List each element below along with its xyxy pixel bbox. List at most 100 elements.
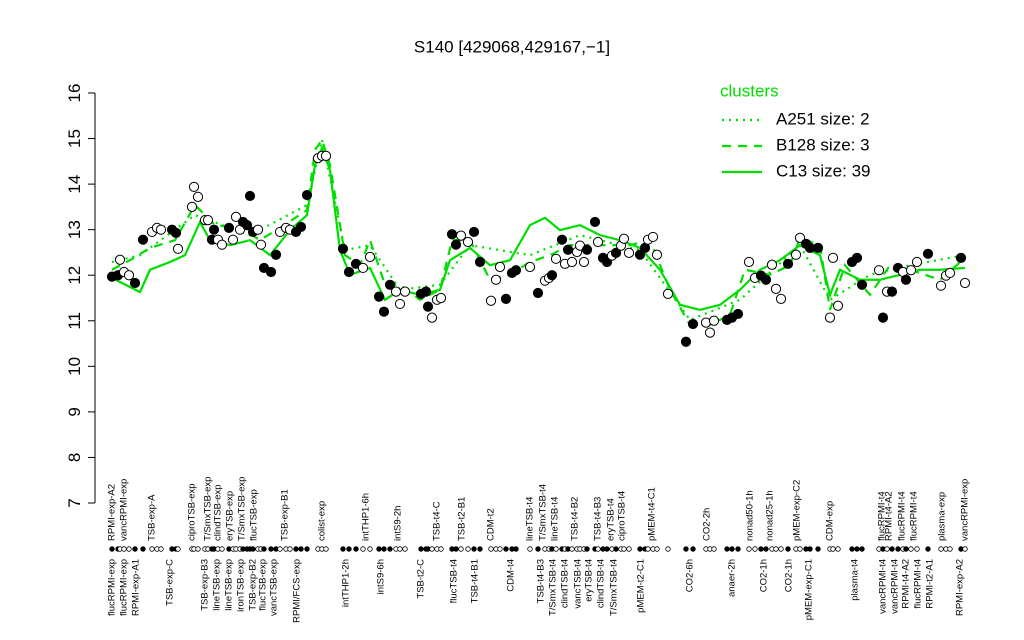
legend-label: B128 size: 3 — [776, 135, 870, 154]
top-label: flucRPMI-t4 — [897, 491, 908, 541]
rug-mark — [298, 546, 304, 552]
point — [114, 254, 126, 265]
point — [905, 265, 917, 276]
top-label: pMEM-exp-C2 — [792, 480, 803, 541]
rug-mark — [527, 546, 533, 552]
point — [704, 327, 716, 338]
point — [390, 286, 402, 297]
top-label: ciproTSB-t4 — [617, 491, 628, 541]
rug-mark — [914, 546, 920, 552]
rug-mark — [477, 546, 483, 552]
point — [578, 256, 590, 268]
point — [155, 224, 167, 235]
point — [900, 274, 912, 285]
top-label: TSB-exp-A — [147, 494, 158, 541]
point — [592, 236, 604, 248]
bottom-label: vancRPMI-t4 — [878, 559, 889, 614]
rug-mark — [938, 546, 944, 552]
y-tick-label: 15 — [65, 129, 84, 148]
top-label: T/SmxTSB-t4 — [538, 484, 549, 541]
point — [959, 277, 971, 289]
point — [384, 279, 396, 290]
point — [610, 247, 622, 258]
rug-mark — [621, 546, 627, 552]
top-label: CDM-t2 — [486, 508, 497, 541]
point — [426, 312, 438, 323]
point — [474, 256, 486, 268]
point — [244, 190, 256, 202]
bottom-label: vancRPMI-t4 — [890, 559, 901, 614]
rug-mark — [665, 546, 671, 552]
point — [129, 277, 141, 289]
bottom-label: CO2-1h — [784, 559, 795, 592]
bottom-label: flucRPMI-exp — [107, 559, 118, 616]
point — [446, 229, 458, 240]
top-label: flucRPMI-t4 — [909, 491, 920, 541]
top-label: RPMI-t4-A2 — [884, 491, 895, 541]
y-tick-label: 16 — [65, 84, 84, 103]
y-tick-label: 7 — [65, 498, 84, 507]
rug-mark — [895, 546, 901, 552]
point — [172, 243, 184, 254]
rug-mark — [884, 546, 890, 552]
point — [364, 251, 376, 263]
rug-mark — [569, 546, 575, 552]
rug-mark — [903, 546, 909, 552]
rug-mark — [947, 546, 953, 552]
rug-mark — [438, 546, 444, 552]
point — [422, 301, 434, 312]
rug-mark — [250, 546, 256, 552]
top-label: flucRPMI-t4 — [877, 491, 888, 541]
rug-mark — [849, 546, 855, 552]
bottom-label: TSB-exp-B3 — [200, 559, 211, 611]
top-label: CO2-2h — [702, 508, 713, 541]
legend-label: C13 size: 39 — [776, 161, 871, 180]
top-label: lineTSB-t4 — [525, 497, 536, 541]
top-label: nonad50-1h — [745, 490, 756, 541]
point — [524, 261, 536, 273]
rug-mark — [595, 546, 601, 552]
bottom-label: TSB-t2-C — [416, 559, 427, 599]
rug-mark — [604, 546, 610, 552]
point — [873, 265, 885, 276]
top-label: pMEM-t4-C1 — [647, 487, 658, 541]
rug-mark — [418, 546, 424, 552]
rug-mark — [797, 546, 803, 552]
rug-mark — [293, 546, 299, 552]
rug-mark — [497, 546, 503, 552]
top-label: intS9-2h — [393, 506, 404, 541]
point — [546, 270, 558, 281]
point — [494, 261, 506, 273]
point — [255, 239, 267, 250]
top-label: vancRPMI-exp — [119, 479, 130, 541]
point — [790, 249, 802, 260]
top-label: TSB-t4-C — [432, 501, 443, 541]
bottom-label: vancTSB-exp — [269, 559, 280, 616]
bottom-label: flucRPMI-t4 — [913, 559, 924, 609]
point — [510, 265, 522, 276]
top-label: T/SmxTSB-exp — [203, 477, 214, 541]
bottom-label: TSB-exp-B2 — [248, 559, 259, 611]
y-tick-label: 12 — [65, 266, 84, 285]
point — [566, 256, 578, 268]
bottom-label: lineTSB-exp — [224, 559, 235, 611]
chart-title: S140 [429068,429167,−1] — [414, 37, 610, 56]
point — [455, 230, 467, 241]
rug-mark — [835, 546, 841, 552]
point — [760, 274, 772, 285]
rug-mark — [219, 546, 225, 552]
point — [357, 262, 369, 274]
point — [935, 280, 947, 291]
rug-mark — [735, 546, 741, 552]
bottom-label: intS9-6h — [376, 559, 387, 594]
point — [373, 291, 385, 302]
point — [241, 220, 253, 231]
rug-mark — [287, 546, 293, 552]
bottom-label: TSB-t4-B1 — [470, 559, 481, 603]
point — [343, 266, 355, 278]
rug-mark — [458, 546, 464, 552]
point — [202, 215, 214, 226]
point — [137, 234, 149, 245]
point — [687, 318, 699, 330]
point — [827, 252, 839, 264]
